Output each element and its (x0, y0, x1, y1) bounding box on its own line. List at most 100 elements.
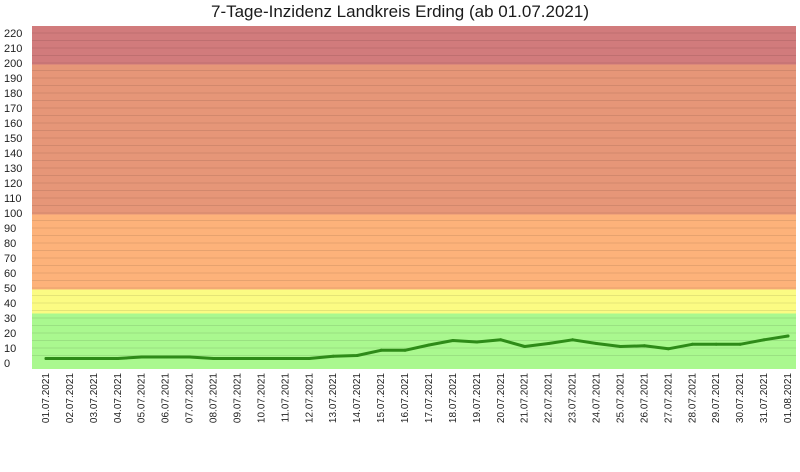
y-tick-label: 160 (4, 118, 22, 130)
data-point (68, 357, 72, 360)
y-tick-label: 200 (4, 58, 22, 70)
y-tick-label: 170 (4, 103, 22, 115)
data-point (738, 342, 742, 346)
x-tick-label: 02.07.2021 (65, 373, 76, 423)
x-tick-label: 15.07.2021 (376, 373, 387, 423)
data-point (235, 357, 239, 360)
data-point (212, 357, 216, 360)
x-tick-label: 11.07.2021 (280, 373, 291, 423)
data-point (92, 357, 96, 360)
x-tick-label: 16.07.2021 (400, 373, 411, 423)
x-tick-label: 03.07.2021 (89, 373, 100, 423)
y-tick-label: 220 (4, 28, 22, 40)
x-tick-label: 26.07.2021 (639, 373, 650, 423)
x-tick-label: 14.07.2021 (352, 373, 363, 423)
x-tick-label: 01.08.2021 (783, 373, 794, 423)
x-tick-label: 31.07.2021 (759, 373, 770, 423)
data-point (188, 355, 192, 359)
x-tick-label: 09.07.2021 (232, 373, 243, 423)
chart-title: 7-Tage-Inzidenz Landkreis Erding (ab 01.… (210, 2, 590, 21)
band-4 (32, 26, 796, 65)
series-line (44, 334, 790, 360)
x-tick-label: 21.07.2021 (520, 373, 531, 423)
y-tick-label: 50 (4, 283, 16, 295)
data-point (786, 334, 790, 338)
y-tick-label: 150 (4, 133, 22, 145)
y-tick-label: 0 (4, 358, 10, 370)
data-point (403, 348, 407, 352)
band-2 (32, 214, 796, 290)
background-bands (32, 26, 796, 369)
y-tick-label: 130 (4, 163, 22, 175)
x-tick-label: 18.07.2021 (448, 373, 459, 423)
data-point (547, 342, 551, 345)
x-tick-label: 13.07.2021 (328, 373, 339, 423)
y-tick-label: 70 (4, 253, 16, 265)
x-tick-label: 19.07.2021 (472, 373, 483, 423)
y-axis-ticks: 0 10 20 30 40 50 60 70 80 90 100 110 120 130 140 150 160… (4, 28, 22, 370)
data-point (523, 345, 527, 348)
x-tick-label: 05.07.2021 (137, 373, 148, 423)
x-tick-label: 04.07.2021 (113, 373, 124, 423)
y-tick-label: 100 (4, 208, 22, 220)
data-point (355, 354, 359, 357)
y-tick-label: 90 (4, 223, 16, 235)
data-point (116, 357, 120, 360)
x-tick-label: 30.07.2021 (735, 373, 746, 423)
data-point (164, 355, 168, 359)
x-tick-label: 27.07.2021 (663, 373, 674, 423)
x-tick-label: 17.07.2021 (424, 373, 435, 423)
data-point (283, 357, 287, 360)
x-tick-label: 28.07.2021 (687, 373, 698, 423)
band-1 (32, 289, 796, 314)
data-point (499, 338, 503, 342)
data-point (690, 342, 694, 346)
y-tick-label: 190 (4, 73, 22, 85)
y-tick-label: 30 (4, 313, 16, 325)
data-point (427, 343, 431, 347)
grid-lines (32, 32, 796, 356)
data-point (642, 344, 646, 348)
data-point (714, 342, 718, 346)
x-tick-label: 08.07.2021 (209, 373, 220, 423)
x-tick-label: 10.07.2021 (256, 373, 267, 423)
data-point (307, 357, 311, 360)
y-tick-label: 140 (4, 148, 22, 160)
y-tick-label: 40 (4, 298, 16, 310)
x-tick-label: 22.07.2021 (544, 373, 555, 423)
y-tick-label: 80 (4, 238, 16, 250)
band-0 (32, 313, 796, 369)
x-tick-label: 07.07.2021 (185, 373, 196, 423)
y-tick-label: 120 (4, 178, 22, 190)
y-tick-label: 110 (4, 193, 22, 205)
y-tick-label: 60 (4, 268, 16, 280)
data-point (666, 347, 670, 351)
x-tick-label: 01.07.2021 (41, 373, 52, 423)
y-tick-label: 210 (4, 43, 22, 55)
data-point (379, 348, 383, 352)
y-tick-label: 20 (4, 328, 16, 340)
y-tick-label: 10 (4, 343, 16, 355)
data-point (451, 339, 455, 342)
x-tick-label: 06.07.2021 (161, 373, 172, 423)
x-tick-label: 20.07.2021 (496, 373, 507, 423)
data-point (475, 340, 479, 344)
data-point (44, 357, 48, 360)
x-tick-label: 24.07.2021 (592, 373, 603, 423)
x-tick-label: 23.07.2021 (568, 373, 579, 423)
data-point (331, 354, 335, 358)
x-tick-label: 25.07.2021 (615, 373, 626, 423)
band-3 (32, 64, 796, 215)
x-axis-ticks: 01.07.2021 02.07.2021 03.07.2021 04.07.2021… (41, 373, 794, 423)
series-layer (44, 334, 790, 360)
data-point (571, 338, 575, 342)
data-point (140, 355, 144, 359)
data-point (618, 345, 622, 348)
x-tick-label: 12.07.2021 (304, 373, 315, 423)
y-tick-label: 180 (4, 88, 22, 100)
data-point (259, 357, 263, 360)
data-point (595, 342, 599, 345)
x-tick-label: 29.07.2021 (711, 373, 722, 423)
data-point (762, 338, 766, 342)
